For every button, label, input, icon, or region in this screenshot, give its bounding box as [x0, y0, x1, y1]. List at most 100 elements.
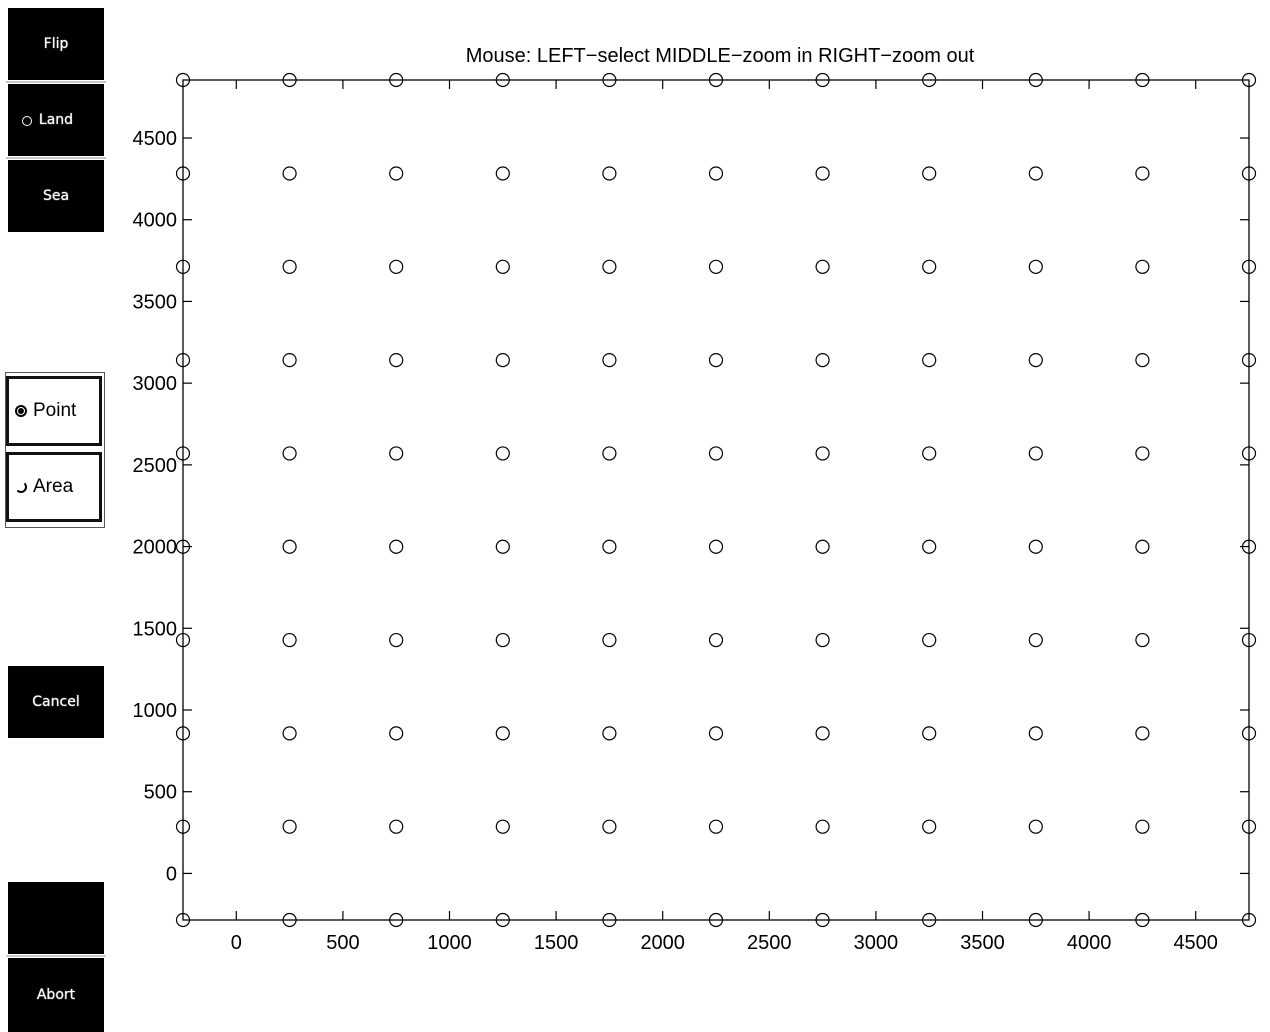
grid-point[interactable] — [282, 539, 297, 554]
grid-point[interactable] — [175, 819, 191, 834]
grid-point[interactable] — [602, 166, 617, 181]
grid-point[interactable] — [602, 446, 617, 461]
grid-point[interactable] — [708, 819, 724, 834]
grid-point[interactable] — [282, 819, 297, 834]
grid-point[interactable] — [708, 72, 724, 88]
grid-point[interactable] — [1028, 912, 1043, 928]
grid-point[interactable] — [708, 632, 724, 648]
grid-point[interactable] — [282, 353, 297, 368]
grid-point[interactable] — [1135, 819, 1150, 834]
grid-point[interactable] — [1241, 72, 1257, 88]
grid-point[interactable] — [175, 632, 191, 648]
grid-point[interactable] — [602, 632, 617, 648]
grid-point[interactable] — [815, 912, 830, 928]
grid-point[interactable] — [1028, 446, 1043, 461]
grid-point[interactable] — [1028, 259, 1043, 274]
grid-point[interactable] — [708, 539, 724, 554]
grid-point[interactable] — [389, 259, 404, 274]
grid-point[interactable] — [602, 259, 617, 274]
grid-point[interactable] — [495, 446, 510, 461]
grid-point[interactable] — [1135, 632, 1150, 648]
abort-button[interactable]: Abort — [8, 958, 104, 1032]
grid-point[interactable] — [1241, 819, 1257, 834]
grid-point[interactable] — [495, 259, 510, 274]
grid-point[interactable] — [1135, 166, 1150, 181]
grid-point[interactable] — [1028, 166, 1043, 181]
grid-point[interactable] — [175, 912, 191, 928]
grid-point[interactable] — [602, 726, 617, 741]
sea-button[interactable]: Sea — [8, 160, 104, 232]
point-radio-button[interactable]: Point — [6, 376, 102, 446]
grid-point[interactable] — [922, 72, 937, 88]
grid-point[interactable] — [708, 726, 724, 741]
grid-point[interactable] — [708, 353, 724, 368]
grid-point[interactable] — [1028, 539, 1043, 554]
grid-point[interactable] — [1028, 72, 1043, 88]
grid-point[interactable] — [282, 446, 297, 461]
grid-point[interactable] — [1241, 539, 1257, 554]
grid-point[interactable] — [922, 353, 937, 368]
grid-point[interactable] — [1135, 259, 1150, 274]
grid-point[interactable] — [282, 726, 297, 741]
grid-point[interactable] — [922, 539, 937, 554]
grid-point[interactable] — [602, 353, 617, 368]
grid-point[interactable] — [1241, 632, 1257, 648]
grid-point[interactable] — [1241, 353, 1257, 368]
grid-point[interactable] — [922, 259, 937, 274]
grid-point[interactable] — [175, 539, 191, 554]
grid-point[interactable] — [1028, 632, 1043, 648]
grid-point[interactable] — [815, 726, 830, 741]
grid-point[interactable] — [708, 912, 724, 928]
grid-point[interactable] — [282, 72, 297, 88]
grid-point[interactable] — [495, 72, 510, 88]
grid-point[interactable] — [282, 259, 297, 274]
grid-point[interactable] — [815, 353, 830, 368]
grid-point[interactable] — [708, 446, 724, 461]
grid-point[interactable] — [602, 539, 617, 554]
grid-point[interactable] — [175, 72, 191, 88]
grid-point[interactable] — [175, 166, 191, 181]
grid-point[interactable] — [922, 632, 937, 648]
grid-point[interactable] — [602, 72, 617, 88]
grid-point[interactable] — [1028, 353, 1043, 368]
grid-point[interactable] — [815, 819, 830, 834]
grid-point[interactable] — [282, 166, 297, 181]
grid-point[interactable] — [175, 259, 191, 274]
grid-point[interactable] — [495, 539, 510, 554]
grid-point[interactable] — [282, 912, 297, 928]
grid-point[interactable] — [495, 632, 510, 648]
grid-point[interactable] — [389, 72, 404, 88]
grid-point[interactable] — [815, 632, 830, 648]
grid-point[interactable] — [495, 912, 510, 928]
grid-point[interactable] — [922, 912, 937, 928]
grid-point[interactable] — [922, 819, 937, 834]
grid-point[interactable] — [708, 166, 724, 181]
grid-point[interactable] — [602, 912, 617, 928]
grid-point[interactable] — [389, 166, 404, 181]
blank-button[interactable] — [8, 882, 104, 954]
grid-point[interactable] — [175, 726, 191, 741]
grid-point[interactable] — [1028, 819, 1043, 834]
grid-point[interactable] — [1241, 446, 1257, 461]
grid-point[interactable] — [815, 446, 830, 461]
flip-button[interactable]: Flip — [8, 8, 104, 80]
grid-point[interactable] — [1241, 726, 1257, 741]
land-button[interactable]: Land — [8, 84, 104, 156]
grid-point[interactable] — [389, 819, 404, 834]
grid-point[interactable] — [1135, 912, 1150, 928]
grid-point[interactable] — [389, 632, 404, 648]
grid-point[interactable] — [1135, 726, 1150, 741]
grid-point[interactable] — [389, 726, 404, 741]
grid-point[interactable] — [922, 726, 937, 741]
grid-point[interactable] — [282, 632, 297, 648]
grid-point[interactable] — [708, 259, 724, 274]
grid-point[interactable] — [175, 353, 191, 368]
grid-point[interactable] — [815, 539, 830, 554]
grid-point[interactable] — [389, 353, 404, 368]
grid-point[interactable] — [922, 166, 937, 181]
grid-point[interactable] — [1135, 539, 1150, 554]
grid-point[interactable] — [1241, 259, 1257, 274]
grid-point[interactable] — [1135, 446, 1150, 461]
grid-point[interactable] — [602, 819, 617, 834]
